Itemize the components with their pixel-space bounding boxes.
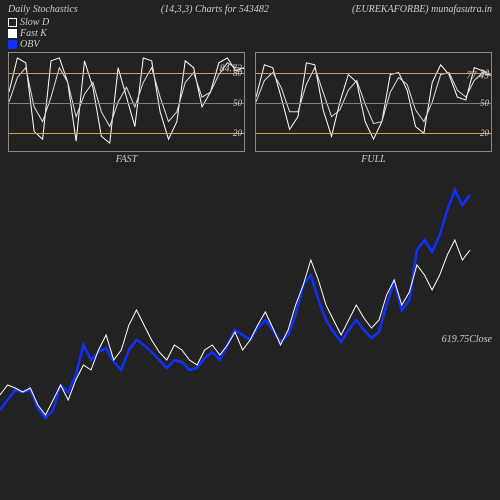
panel-label: FAST: [8, 152, 245, 165]
legend-item-slow-d: Slow D: [8, 17, 492, 28]
fast-chart: [9, 53, 244, 151]
legend-item-fast-k: Fast K: [8, 28, 492, 39]
subtitle: (14,3,3) Charts for 543482: [161, 4, 269, 15]
legend-label: Fast K: [20, 28, 47, 39]
full-panel: 80502077.45 FULL: [255, 52, 492, 165]
square-solid-icon: [8, 29, 17, 38]
square-solid-icon: [8, 40, 17, 49]
stochastic-panels: 80502084.72 FAST 80502077.45 FULL: [0, 50, 500, 165]
panel-label: FULL: [255, 152, 492, 165]
header: Daily Stochastics (14,3,3) Charts for 54…: [0, 0, 500, 17]
ticker: (EUREKAFORBE) munafasutra.in: [352, 4, 492, 15]
legend-label: Slow D: [20, 17, 49, 28]
legend-item-obv: OBV: [8, 39, 492, 50]
legend-label: OBV: [20, 39, 39, 50]
price-obv-chart: [0, 180, 500, 500]
close-label: 619.75Close: [442, 334, 492, 345]
square-outline-icon: [8, 18, 17, 27]
legend: Slow D Fast K OBV: [0, 17, 500, 50]
main-chart: 619.75Close: [0, 180, 500, 500]
fast-panel: 80502084.72 FAST: [8, 52, 245, 165]
title: Daily Stochastics: [8, 4, 78, 15]
full-chart: [256, 53, 491, 151]
